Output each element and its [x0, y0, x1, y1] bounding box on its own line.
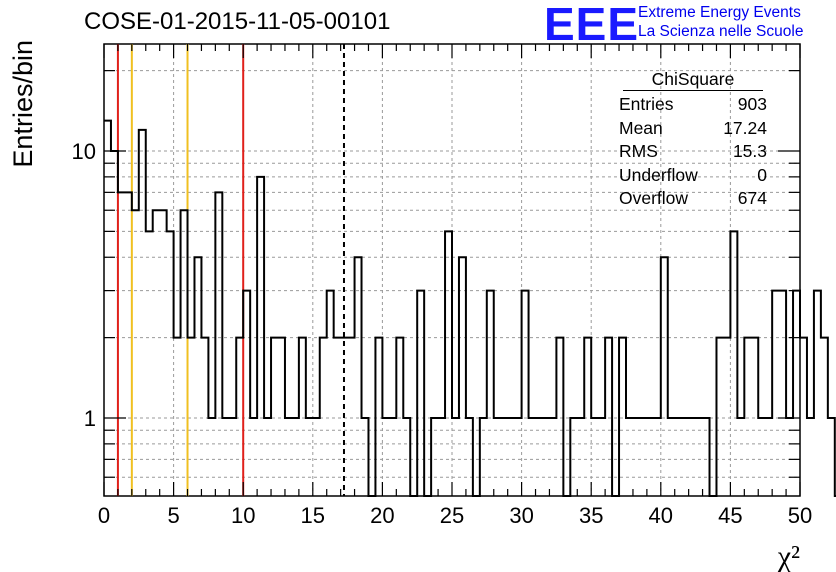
x-tick-label: 0: [98, 503, 110, 528]
reference-lines: [116, 44, 345, 496]
axis-ticks: [103, 44, 801, 496]
x-tick-label: 40: [649, 503, 673, 528]
stats-row-entries: Entries 903: [613, 93, 773, 117]
stats-label: RMS: [619, 141, 658, 161]
stats-row-overflow: Overflow 674: [613, 187, 773, 211]
stats-value: 0: [757, 164, 767, 185]
y-axis-title: Entries/bin: [8, 40, 38, 168]
stats-row-underflow: Underflow 0: [613, 164, 773, 188]
y-tick-label: 1: [84, 406, 96, 431]
logo-line-2: La Scienza nelle Scuole: [638, 23, 804, 40]
stats-label: Overflow: [619, 188, 689, 208]
x-tick-label: 35: [579, 503, 603, 528]
stats-value: 903: [737, 94, 767, 114]
stats-value: 15.3: [732, 141, 767, 161]
y-tick-label: 10: [72, 139, 96, 164]
histogram-step-line: [104, 119, 836, 497]
axis-labels: 0 5 10 15 20 25 30 35 40 45 50 1 10 χ² Entries/bin: [8, 40, 812, 572]
histogram-series: [104, 119, 836, 497]
eee-logo: EEE: [544, 0, 640, 50]
stats-label: Entries: [619, 94, 674, 114]
stats-box: ChiSquare Entries 903 Mean 17.24 RMS 15.…: [613, 68, 773, 211]
stats-row-mean: Mean 17.24: [613, 117, 773, 141]
x-tick-label: 15: [301, 503, 325, 528]
stats-label: Underflow: [619, 164, 698, 185]
stats-title: ChiSquare: [623, 68, 763, 91]
x-tick-label: 45: [718, 503, 742, 528]
x-tick-label: 10: [231, 503, 255, 528]
stats-value: 674: [737, 188, 767, 208]
stats-row-rms: RMS 15.3: [613, 140, 773, 164]
x-tick-label: 50: [788, 503, 812, 528]
x-tick-label: 20: [370, 503, 394, 528]
logo-line-1: Extreme Energy Events: [638, 4, 801, 21]
stats-value: 17.24: [723, 117, 767, 138]
x-tick-label: 5: [167, 503, 179, 528]
plot-title: COSE-01-2015-11-05-00101: [84, 8, 391, 35]
stats-label: Mean: [619, 117, 663, 138]
x-tick-label: 25: [440, 503, 464, 528]
x-axis-title: χ²: [777, 540, 800, 572]
x-tick-label: 30: [509, 503, 533, 528]
